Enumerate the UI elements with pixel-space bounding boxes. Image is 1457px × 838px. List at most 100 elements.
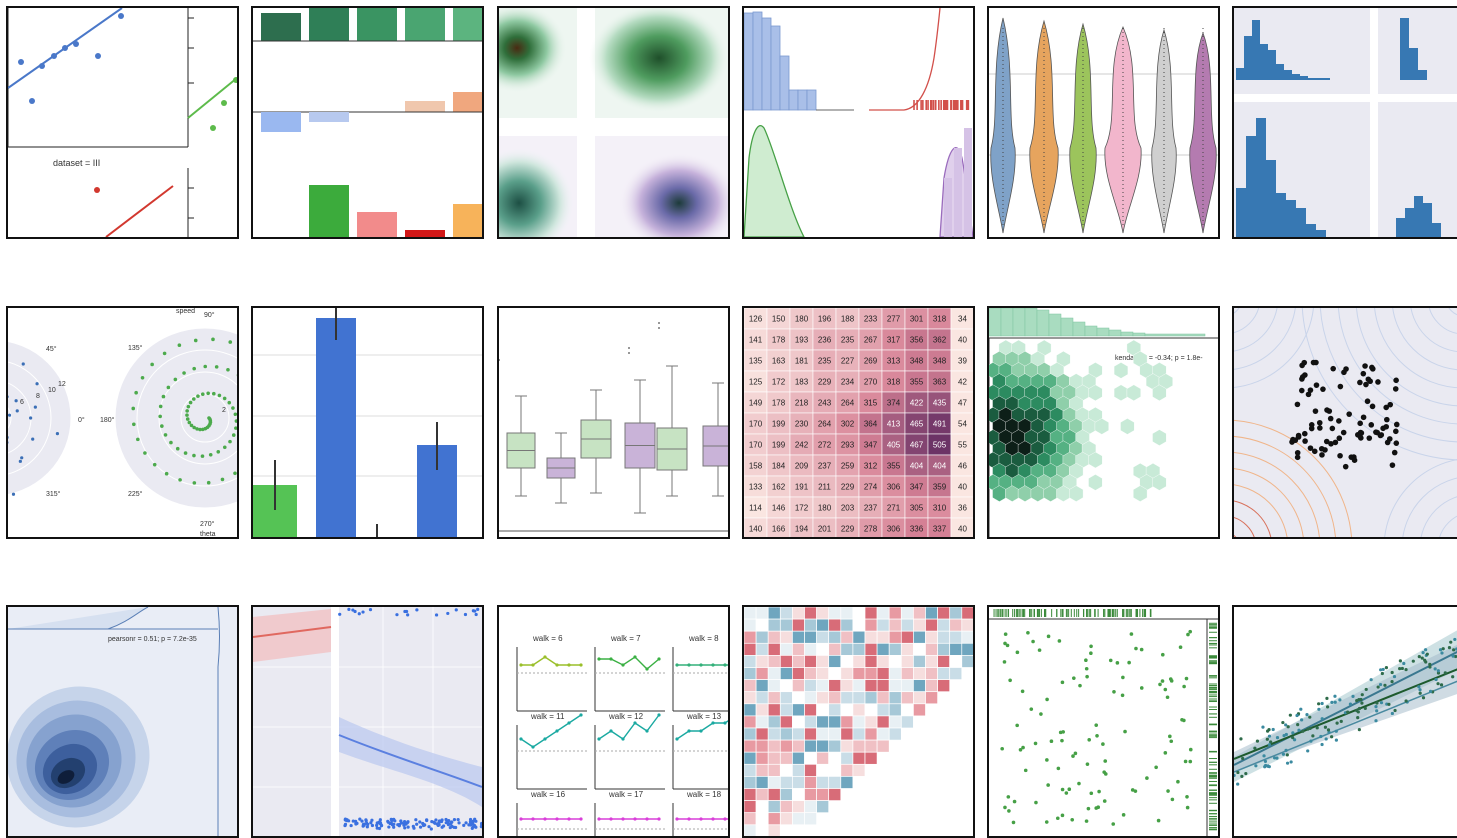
regression-point [1334,701,1337,704]
walk-point [609,817,612,820]
corr-cell [889,668,901,680]
corr-cell [805,704,817,716]
regression-point [1358,728,1361,731]
polar-theta-label: theta [200,531,216,537]
heatmap-value: 347 [864,441,878,450]
heatmap-value: 47 [958,399,967,408]
logistic-point [472,609,475,612]
corr-cell [780,655,792,667]
polar-point [187,405,191,409]
scatter-point [1394,422,1400,428]
scatter-point [1357,380,1363,386]
corr-cell [829,643,841,655]
regression-point [1365,688,1368,691]
rug-point [1164,688,1168,692]
corr-cell [780,643,792,655]
logistic-point [369,608,372,611]
regression-point [1391,712,1394,715]
rug-point [1085,675,1089,679]
violin-body [1105,27,1141,233]
boxplot-group [499,322,728,513]
logistic-point [427,825,430,828]
corr-cell [889,680,901,692]
regression-point [1268,735,1271,738]
rug-point [1085,819,1089,823]
walk-point [609,657,612,660]
corr-cell [938,619,950,631]
heatmap-value: 269 [864,357,878,366]
corr-cell [877,607,889,619]
corr-cell [744,680,756,692]
regression-point [1451,675,1454,678]
rug-point [1085,667,1089,671]
scatter-point [1361,371,1367,377]
corr-cell [829,655,841,667]
rug-point [1038,648,1042,652]
regression-point [1325,697,1328,700]
walk-point [597,657,600,660]
heatmap-value: 243 [818,399,832,408]
rug-point [1184,760,1188,764]
logistic-point [418,820,421,823]
polar-point [131,407,135,411]
corr-cell [901,655,913,667]
regression-point [1437,669,1440,672]
corr-cell [877,704,889,716]
heatmap-value: 125 [749,378,763,387]
rug-point [1089,651,1093,655]
scatter-point [1370,404,1376,410]
corr-cell [950,668,962,680]
corr-cell [950,655,962,667]
logistic-point [425,818,428,821]
corr-cell [901,631,913,643]
logistic-point [440,818,443,821]
corr-cell [926,668,938,680]
logistic-point [450,821,453,824]
scatter-point [1387,402,1393,408]
scatter-point [1317,425,1323,431]
corr-cell [780,813,792,825]
logistic-point [450,825,453,828]
corr-cell [901,704,913,716]
heatmap-value: 135 [749,357,763,366]
heatmap-value: 211 [818,483,831,492]
corr-cell [901,680,913,692]
logistic-point [395,613,398,616]
regression-point [1286,762,1289,765]
logistic-point [412,825,415,828]
walk-point [531,817,534,820]
corr-cell [853,668,865,680]
corr-cell [817,643,829,655]
diverging-bars-top [253,8,482,41]
rug-point [1058,639,1062,643]
walk-point [633,817,636,820]
logistic-point [344,823,347,826]
logistic-point [430,827,433,830]
walk-point [723,663,726,666]
corr-cell [938,631,950,643]
regression-point [1422,696,1425,699]
corr-cell [756,789,768,801]
rug-point [1166,695,1170,699]
logistic-point [457,818,460,821]
tile-pairgrid-histograms [1232,6,1457,239]
heatmap-value: 194 [795,525,809,534]
scatter-point [1352,457,1358,463]
regression-point [1421,651,1424,654]
regression-point [1380,701,1383,704]
regression-point [1357,698,1360,701]
logistic-point [347,819,350,822]
rug-point [1074,752,1078,756]
corr-cell [913,607,925,619]
regression-point [1340,720,1343,723]
rug-point [1121,676,1125,680]
regression-point [1300,718,1303,721]
heatmap-value: 355 [910,378,924,387]
rug-point [1158,683,1162,687]
regression-point [1360,702,1363,705]
scatter-point [1392,450,1398,456]
rug-point [1003,642,1007,646]
corr-cell [756,631,768,643]
heatmap-value: 467 [910,441,924,450]
regression-point [1253,747,1256,750]
